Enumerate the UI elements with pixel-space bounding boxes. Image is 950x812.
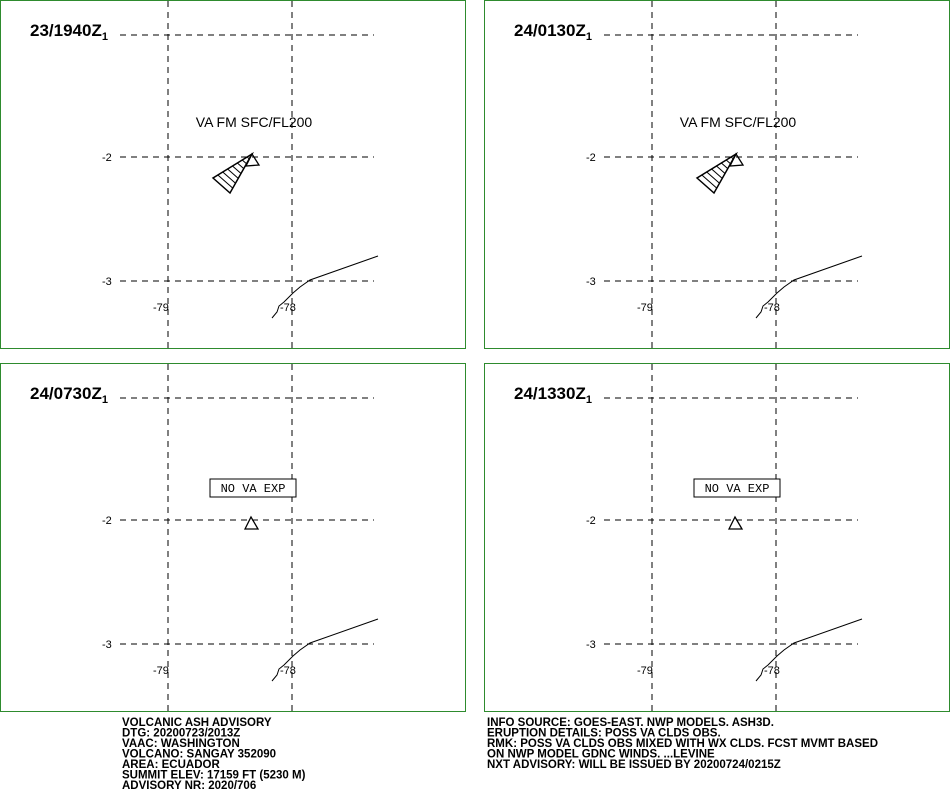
advisory-line: VAAC: WASHINGTON <box>122 738 240 750</box>
panel-frame <box>0 363 466 712</box>
lon-label: -78 <box>764 665 780 677</box>
ash-hatch <box>222 171 236 184</box>
advisory-line: INFO SOURCE: GOES-EAST. NWP MODELS. ASH3… <box>487 717 774 729</box>
advisory-line: VOLCANIC ASH ADVISORY <box>122 717 272 729</box>
lat-label: -3 <box>586 276 596 288</box>
advisory-line: VOLCANO: SANGAY 352090 <box>122 749 276 761</box>
ash-hatch <box>711 168 723 179</box>
panel-frame <box>484 363 950 712</box>
ash-hatch <box>725 159 731 165</box>
lon-label: -78 <box>764 302 780 314</box>
lat-label: -3 <box>586 639 596 651</box>
ash-hatch <box>217 174 234 189</box>
ash-hatch <box>227 168 239 179</box>
panel: 23/1940Z1 -2 -3 -79 -78 VA FM SFC/FL200 <box>0 0 466 349</box>
valid-time-sub: 1 <box>102 394 108 406</box>
panel: 24/1330Z1 -2 -3 -79 -78 NO VA EXP <box>484 363 950 712</box>
panel-frame <box>484 0 950 349</box>
panel-frame <box>0 0 466 349</box>
lon-label: -79 <box>637 665 653 677</box>
lat-label: -2 <box>586 515 596 527</box>
lon-label: -79 <box>153 665 169 677</box>
coastline <box>755 618 863 682</box>
lat-label: -3 <box>102 276 112 288</box>
ash-hatch <box>721 162 729 169</box>
lat-label: -3 <box>102 639 112 651</box>
volcano <box>728 152 745 167</box>
lon-label: -78 <box>280 302 296 314</box>
valid-time-sub: 1 <box>586 31 592 43</box>
advisory-line: DTG: 20200723/2013Z <box>122 728 240 740</box>
advisory-line: SUMMIT ELEV: 17159 FT (5230 M) <box>122 770 306 782</box>
panel: 24/0130Z1 -2 -3 -79 -78 VA FM SFC/FL200 <box>484 0 950 349</box>
ash-hatch <box>232 165 242 174</box>
lon-label: -78 <box>280 665 296 677</box>
valid-time-main: 24/1330Z <box>514 384 586 403</box>
valid-time: 24/0730Z1 <box>30 384 108 406</box>
coastline <box>271 618 379 682</box>
ash-hatch <box>246 156 250 160</box>
advisory-line: ON NWP MODEL GDNC WINDS. ...LEVINE <box>487 749 715 761</box>
lat-label: -2 <box>586 152 596 164</box>
label-box <box>209 478 297 498</box>
volcano <box>244 152 261 167</box>
ash-hatch <box>701 174 718 189</box>
ash-label: NO VA EXP <box>221 482 286 496</box>
lon-label: -79 <box>637 302 653 314</box>
valid-time-main: 23/1940Z <box>30 21 102 40</box>
panel: 24/0730Z1 -2 -3 -79 -78 NO VA EXP <box>0 363 466 712</box>
ash-hatch <box>241 159 247 165</box>
lat-label: -2 <box>102 152 112 164</box>
ash-hatch <box>716 165 726 174</box>
volcano <box>243 515 260 530</box>
ash-hatch <box>730 156 734 160</box>
advisory-line: NXT ADVISORY: WILL BE ISSUED BY 20200724… <box>487 759 781 771</box>
valid-time-main: 24/0730Z <box>30 384 102 403</box>
advisory-line: AREA: ECUADOR <box>122 759 220 771</box>
advisory-line: ERUPTION DETAILS: POSS VA CLDS OBS. <box>487 728 721 740</box>
valid-time-sub: 1 <box>586 394 592 406</box>
valid-time: 24/0130Z1 <box>514 21 592 43</box>
ash-hatch <box>237 162 245 169</box>
volcano <box>727 515 744 530</box>
advisory-line: RMK: POSS VA CLDS OBS MIXED WITH WX CLDS… <box>487 738 878 750</box>
coastline <box>271 255 379 319</box>
coastline <box>755 255 863 319</box>
ash-hatch <box>706 171 720 184</box>
lon-label: -79 <box>153 302 169 314</box>
lat-label: -2 <box>102 515 112 527</box>
advisory-line: ADVISORY NR: 2020/706 <box>122 780 256 792</box>
valid-time-sub: 1 <box>102 31 108 43</box>
valid-time: 23/1940Z1 <box>30 21 108 43</box>
ash-label: VA FM SFC/FL200 <box>680 114 797 130</box>
label-box <box>693 478 781 498</box>
valid-time: 24/1330Z1 <box>514 384 592 406</box>
ash-label: NO VA EXP <box>705 482 770 496</box>
ash-label: VA FM SFC/FL200 <box>196 114 313 130</box>
valid-time-main: 24/0130Z <box>514 21 586 40</box>
